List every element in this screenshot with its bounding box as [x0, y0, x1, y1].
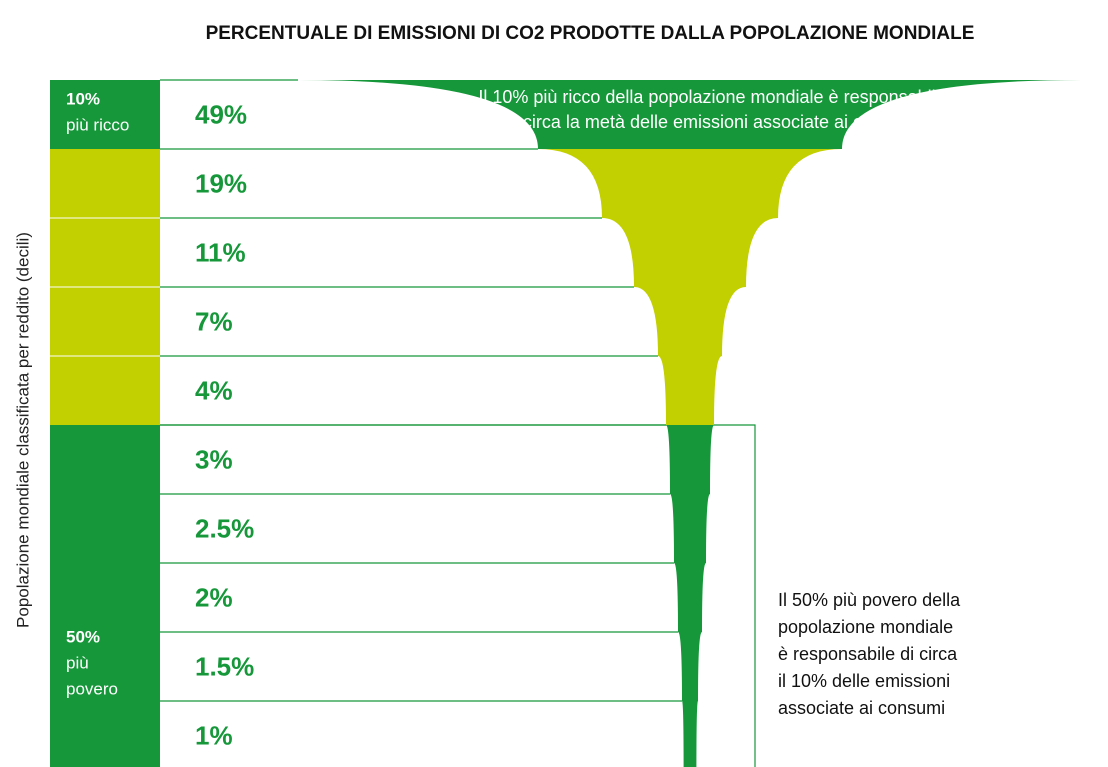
- value-label: 7%: [195, 306, 233, 336]
- value-label: 4%: [195, 375, 233, 405]
- group-label: più ricco: [66, 115, 129, 134]
- group-block: [50, 287, 160, 356]
- funnel-segment: [634, 287, 746, 356]
- group-block: [50, 632, 160, 701]
- poor-box: [160, 424, 756, 767]
- value-label: 11%: [195, 237, 246, 267]
- y-axis-label: Popolazione mondiale classificata per re…: [13, 232, 32, 628]
- group-block: [50, 701, 160, 767]
- value-label: 19%: [195, 168, 247, 198]
- annotation: di circa la metà delle emissioni associa…: [504, 112, 920, 132]
- value-label: 2%: [195, 582, 233, 612]
- value-label: 1.5%: [195, 651, 254, 681]
- group-block: [50, 356, 160, 425]
- value-label: 49%: [195, 99, 247, 129]
- annotation: è responsabile di circa: [778, 644, 958, 664]
- group-block: [50, 218, 160, 287]
- chart-title: PERCENTUALE DI EMISSIONI DI CO2 PRODOTTE…: [206, 23, 975, 44]
- funnel-segment: [602, 218, 778, 287]
- annotation: Il 50% più povero della: [778, 590, 961, 610]
- annotation: popolazione mondiale: [778, 617, 953, 637]
- funnel-segment: [674, 563, 706, 632]
- group-block: [50, 80, 160, 149]
- funnel-segment: [658, 356, 722, 425]
- value-label: 3%: [195, 444, 233, 474]
- funnel-segment: [538, 149, 842, 218]
- group-label: 10%: [66, 89, 100, 108]
- value-label: 2.5%: [195, 513, 254, 543]
- group-block: [50, 494, 160, 563]
- annotation: Il 10% più ricco della popolazione mondi…: [478, 87, 945, 107]
- annotation: associate ai consumi: [778, 698, 945, 718]
- funnel-segment: [666, 425, 714, 494]
- annotation: il 10% delle emissioni: [778, 671, 950, 691]
- group-block: [50, 149, 160, 218]
- group-label: povero: [66, 679, 118, 698]
- group-block: [50, 425, 160, 494]
- group-label: più: [66, 653, 89, 672]
- funnel-segment: [682, 701, 698, 767]
- group-label: 50%: [66, 627, 100, 646]
- value-label: 1%: [195, 720, 233, 750]
- funnel-segment: [670, 494, 710, 563]
- funnel-segment: [678, 632, 702, 701]
- group-block: [50, 563, 160, 632]
- funnel-segment: [298, 80, 1082, 149]
